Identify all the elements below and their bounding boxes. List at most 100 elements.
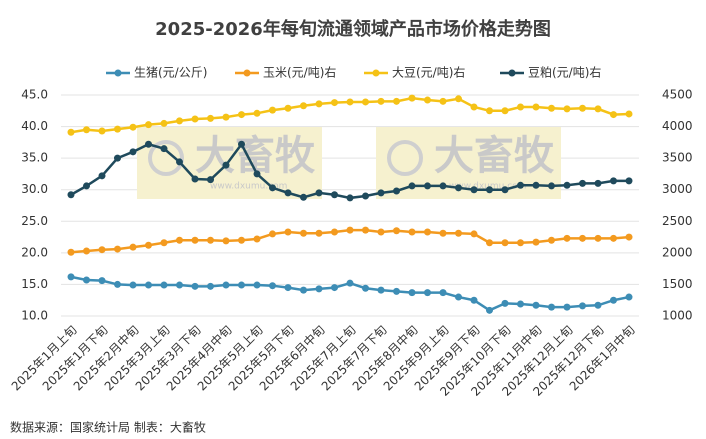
data-point — [548, 182, 555, 190]
data-point — [439, 229, 447, 237]
data-point — [145, 281, 152, 289]
data-point — [176, 117, 183, 125]
data-point — [362, 284, 369, 292]
data-point — [331, 284, 338, 292]
data-point — [501, 107, 509, 115]
data-point — [424, 228, 431, 236]
data-point — [300, 229, 307, 237]
legend-label: 豆粕(元/吨)右 — [528, 65, 601, 80]
data-point — [470, 296, 478, 304]
data-point — [625, 233, 633, 241]
y2-tick-label: 1500 — [662, 277, 693, 291]
watermark-url: www.dxumu.com — [449, 182, 526, 192]
data-point — [455, 293, 462, 301]
data-point — [610, 177, 617, 185]
data-point — [470, 186, 478, 194]
data-point — [439, 97, 447, 105]
y-tick-label: 35.0 — [21, 151, 48, 165]
data-point — [563, 105, 571, 113]
data-point — [129, 123, 137, 131]
data-point — [532, 238, 540, 246]
data-point — [362, 98, 369, 106]
legend-swatch — [243, 69, 251, 77]
data-point — [331, 191, 338, 199]
y2-tick-label: 2000 — [662, 245, 693, 259]
data-point — [160, 239, 168, 247]
y-tick-label: 25.0 — [21, 214, 48, 228]
y-tick-label: 15.0 — [21, 277, 48, 291]
y2-tick-label: 3500 — [662, 151, 693, 165]
data-point — [424, 289, 431, 297]
data-point — [83, 126, 90, 134]
data-point — [300, 193, 307, 201]
data-point — [315, 100, 323, 108]
data-point — [486, 239, 493, 247]
chart-title: 2025-2026年每旬流通领域产品市场价格走势图 — [155, 18, 551, 40]
data-point — [594, 179, 602, 187]
legend-label: 生猪(元/公斤) — [134, 66, 207, 80]
legend-swatch — [114, 69, 122, 77]
data-point — [517, 103, 524, 111]
data-point — [129, 243, 137, 251]
data-point — [269, 106, 276, 114]
y2-tick-label: 1000 — [662, 309, 693, 323]
data-point — [470, 103, 478, 111]
data-point — [238, 236, 245, 244]
data-point — [610, 111, 617, 119]
watermark-logo — [387, 140, 423, 176]
data-point — [377, 97, 385, 105]
data-point — [253, 235, 261, 243]
data-point — [315, 189, 323, 197]
data-point — [501, 186, 509, 194]
data-point — [548, 236, 555, 244]
data-point — [501, 299, 509, 307]
data-point — [486, 186, 493, 194]
y-tick-label: 30.0 — [21, 182, 48, 196]
data-point — [129, 281, 137, 289]
y-tick-label: 20.0 — [21, 245, 48, 259]
data-point — [253, 109, 261, 117]
data-point — [315, 229, 323, 237]
data-point — [579, 302, 586, 310]
data-point — [98, 277, 106, 285]
data-point — [579, 104, 586, 112]
data-point — [160, 119, 168, 127]
data-point — [114, 125, 121, 133]
data-point — [455, 184, 462, 192]
data-point — [269, 184, 276, 192]
data-point — [625, 177, 633, 185]
data-point — [625, 110, 633, 118]
y-tick-label: 45.0 — [21, 88, 48, 102]
data-point — [470, 230, 478, 238]
legend-label: 大豆(元/吨)右 — [392, 65, 465, 80]
data-point — [346, 279, 354, 287]
data-point — [563, 303, 571, 311]
data-point — [563, 181, 571, 189]
data-point — [377, 189, 385, 197]
data-point — [160, 145, 168, 153]
data-point — [238, 281, 245, 289]
data-point — [579, 234, 586, 242]
data-point — [517, 300, 524, 308]
data-point — [129, 148, 137, 156]
data-point — [284, 104, 292, 112]
data-point — [594, 234, 602, 242]
data-point — [439, 289, 447, 297]
data-point — [424, 96, 431, 104]
data-point — [176, 281, 183, 289]
data-point — [439, 182, 447, 190]
data-point — [408, 228, 416, 236]
data-point — [362, 192, 369, 200]
data-point — [408, 182, 416, 190]
data-point — [238, 140, 245, 148]
data-point — [98, 246, 106, 254]
data-point — [563, 234, 571, 242]
data-point — [501, 239, 509, 247]
data-point — [517, 181, 524, 189]
data-point — [67, 248, 75, 256]
data-point — [191, 282, 199, 290]
y-tick-label: 10.0 — [21, 309, 48, 323]
data-point — [455, 229, 462, 237]
data-point — [548, 303, 555, 311]
